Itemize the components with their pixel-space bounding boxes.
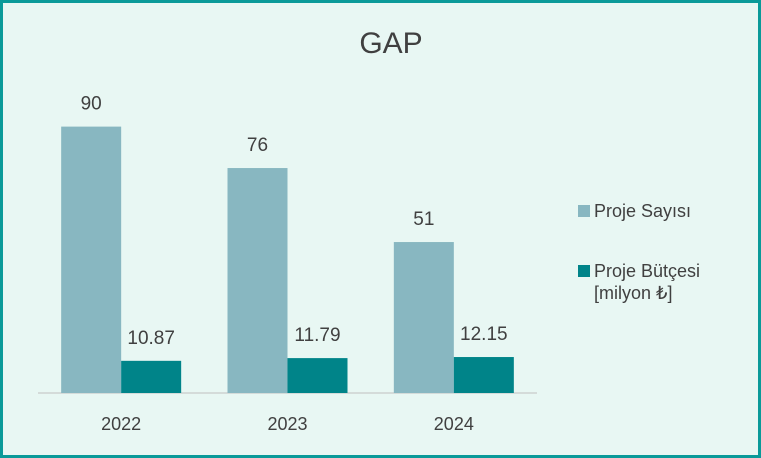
chart-title: GAP [359, 27, 422, 60]
data-label: 11.79 [294, 325, 340, 346]
data-label: 76 [247, 135, 268, 156]
bar [61, 126, 122, 393]
bar [453, 357, 514, 393]
legend-item: Proje Sayısı [578, 200, 748, 222]
legend-label: Proje Sayısı [594, 201, 692, 221]
x-tick-label: 2024 [434, 414, 474, 434]
bar [287, 358, 348, 393]
bar [227, 168, 288, 393]
legend-item: Proje Bütçesi [milyon ₺] [578, 260, 748, 304]
x-tick-label: 2023 [267, 414, 307, 434]
bar [121, 360, 182, 393]
legend-swatch [578, 205, 590, 217]
legend: Proje Sayısı Proje Bütçesi [milyon ₺] [578, 200, 748, 342]
data-label: 10.87 [127, 328, 175, 349]
legend-swatch [578, 265, 590, 277]
bar [393, 242, 454, 393]
x-tick-label: 2022 [101, 414, 141, 434]
data-label: 51 [413, 209, 434, 230]
data-label: 12.15 [460, 324, 508, 345]
data-label: 90 [81, 94, 102, 115]
legend-label: Proje Bütçesi [milyon ₺] [594, 261, 701, 303]
